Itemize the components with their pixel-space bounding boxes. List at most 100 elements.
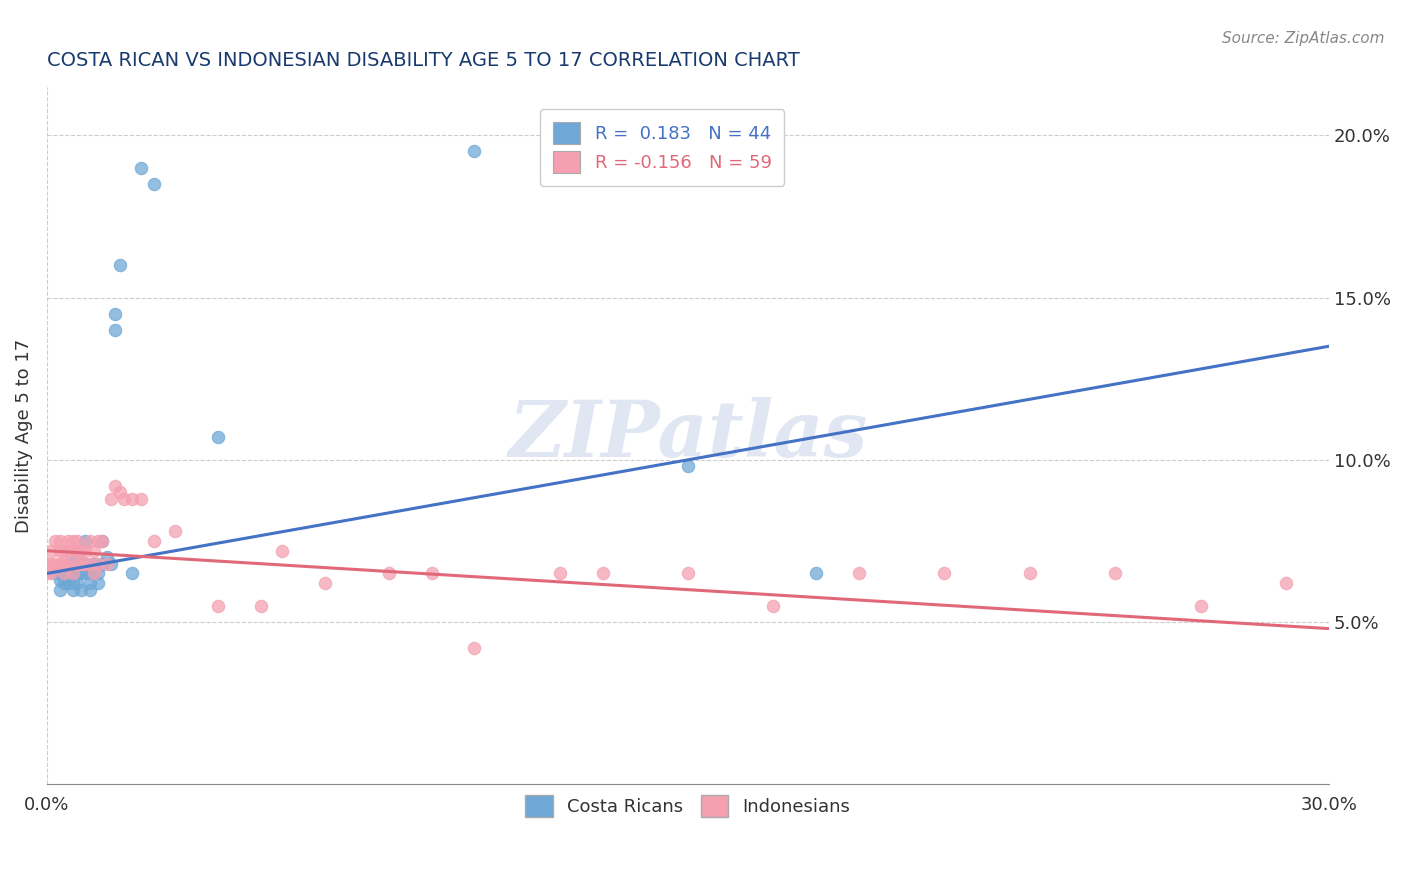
Point [58, 543, 80, 558]
Point [75, 557, 97, 571]
Point [87, 533, 110, 548]
Point [53, 566, 76, 581]
Point [548, 566, 571, 581]
Point [62, 576, 84, 591]
Point [58, 533, 80, 548]
Point [48, 566, 70, 581]
Point [58, 573, 80, 587]
Point [96, 550, 118, 565]
Point [762, 599, 785, 613]
Point [104, 479, 127, 493]
Point [53, 566, 76, 581]
Point [1275, 576, 1298, 591]
Point [87, 566, 110, 581]
Point [58, 576, 80, 591]
Text: ZIPatlas: ZIPatlas [509, 397, 868, 474]
Point [104, 323, 127, 337]
Point [48, 543, 70, 558]
Point [35, 557, 58, 571]
Point [53, 576, 76, 591]
Point [75, 533, 97, 548]
Legend: Costa Ricans, Indonesians: Costa Ricans, Indonesians [519, 788, 858, 824]
Point [70, 557, 93, 571]
Point [66, 557, 89, 571]
Point [91, 557, 114, 571]
Point [58, 557, 80, 571]
Point [70, 557, 93, 571]
Point [62, 582, 84, 597]
Point [108, 258, 131, 272]
Point [62, 533, 84, 548]
Point [207, 430, 229, 444]
Point [48, 533, 70, 548]
Point [79, 576, 101, 591]
Point [271, 543, 294, 558]
Point [207, 599, 229, 613]
Point [1104, 566, 1126, 581]
Point [44, 557, 66, 571]
Point [75, 543, 97, 558]
Point [66, 576, 89, 591]
Point [87, 557, 110, 571]
Point [129, 161, 152, 175]
Point [70, 566, 93, 581]
Point [100, 557, 122, 571]
Point [48, 573, 70, 587]
Point [83, 566, 105, 581]
Point [66, 566, 89, 581]
Point [104, 307, 127, 321]
Point [75, 557, 97, 571]
Point [378, 566, 401, 581]
Point [66, 533, 89, 548]
Point [39, 543, 62, 558]
Point [83, 557, 105, 571]
Point [66, 550, 89, 565]
Point [676, 459, 699, 474]
Point [39, 566, 62, 581]
Point [1189, 599, 1212, 613]
Point [96, 557, 118, 571]
Point [463, 641, 485, 656]
Point [79, 582, 101, 597]
Point [1019, 566, 1042, 581]
Point [75, 566, 97, 581]
Point [676, 566, 699, 581]
Point [66, 543, 89, 558]
Point [87, 576, 110, 591]
Point [806, 566, 828, 581]
Point [62, 543, 84, 558]
Point [39, 557, 62, 571]
Point [934, 566, 956, 581]
Point [79, 566, 101, 581]
Text: COSTA RICAN VS INDONESIAN DISABILITY AGE 5 TO 17 CORRELATION CHART: COSTA RICAN VS INDONESIAN DISABILITY AGE… [46, 51, 800, 70]
Point [44, 533, 66, 548]
Point [70, 582, 93, 597]
Point [58, 557, 80, 571]
Point [592, 137, 614, 152]
Point [592, 566, 614, 581]
Point [83, 566, 105, 581]
Point [53, 557, 76, 571]
Point [79, 533, 101, 548]
Point [70, 543, 93, 558]
Point [44, 566, 66, 581]
Point [53, 543, 76, 558]
Point [129, 491, 152, 506]
Point [62, 566, 84, 581]
Point [463, 145, 485, 159]
Point [62, 566, 84, 581]
Point [314, 576, 336, 591]
Point [121, 491, 143, 506]
Point [48, 557, 70, 571]
Point [108, 485, 131, 500]
Point [91, 533, 114, 548]
Point [91, 533, 114, 548]
Text: Source: ZipAtlas.com: Source: ZipAtlas.com [1222, 31, 1385, 46]
Point [58, 566, 80, 581]
Point [420, 566, 443, 581]
Point [142, 177, 165, 191]
Point [83, 543, 105, 558]
Point [165, 524, 187, 539]
Point [142, 533, 165, 548]
Point [848, 566, 870, 581]
